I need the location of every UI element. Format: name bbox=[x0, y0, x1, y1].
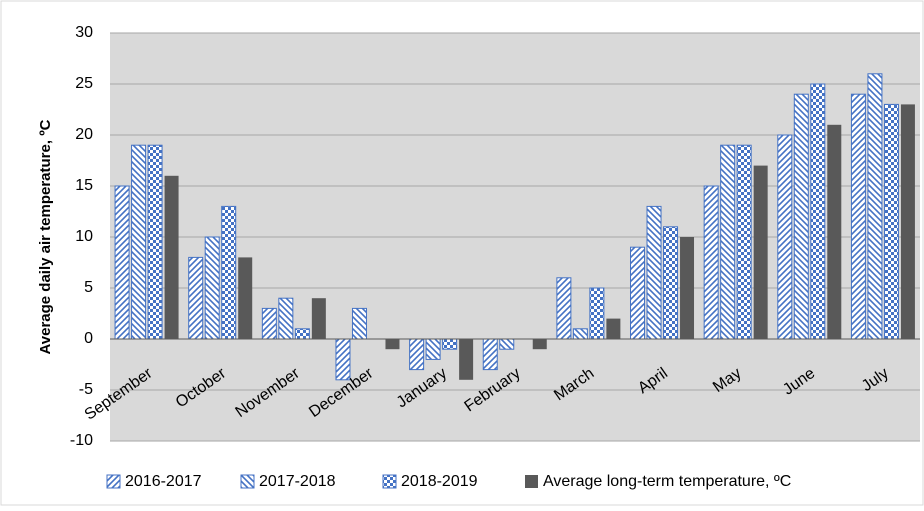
y-tick-label: -5 bbox=[79, 381, 93, 398]
bar bbox=[720, 144, 736, 340]
y-tick-label: 0 bbox=[84, 330, 93, 347]
legend-swatch bbox=[240, 474, 255, 489]
bar bbox=[499, 338, 515, 350]
bar bbox=[793, 93, 809, 340]
bar bbox=[867, 73, 883, 340]
legend-label: Average long-term temperature, ºC bbox=[543, 473, 791, 490]
y-axis-title: Average daily air temperature, ºC bbox=[37, 119, 54, 354]
bar bbox=[335, 338, 351, 381]
bar bbox=[482, 338, 498, 371]
y-tick-label: 15 bbox=[75, 177, 93, 194]
bar bbox=[703, 185, 719, 340]
bar bbox=[204, 236, 220, 340]
legend-label: 2016-2017 bbox=[125, 473, 202, 490]
bar bbox=[278, 297, 294, 340]
bar bbox=[680, 237, 695, 339]
y-tick-label: 20 bbox=[75, 126, 93, 143]
bar bbox=[900, 104, 915, 340]
bar bbox=[850, 93, 866, 340]
bar bbox=[385, 339, 400, 350]
bar bbox=[556, 277, 572, 340]
bar bbox=[459, 339, 474, 380]
bar bbox=[589, 287, 605, 340]
y-tick-label: 30 bbox=[75, 24, 93, 41]
y-tick-label: -10 bbox=[70, 432, 93, 449]
legend-label: 2018-2019 bbox=[401, 473, 478, 490]
bar bbox=[351, 307, 367, 340]
bar bbox=[425, 338, 441, 360]
bar bbox=[630, 246, 646, 340]
bar bbox=[114, 185, 130, 340]
legend-swatch bbox=[525, 475, 538, 488]
bar bbox=[646, 205, 662, 340]
bar bbox=[164, 175, 179, 339]
bar bbox=[753, 165, 768, 339]
bar bbox=[188, 256, 204, 340]
legend-swatch bbox=[106, 474, 121, 489]
bar bbox=[409, 338, 425, 371]
y-tick-label: 5 bbox=[84, 279, 93, 296]
bar bbox=[147, 144, 163, 340]
bar bbox=[442, 338, 458, 350]
bar bbox=[810, 83, 826, 340]
bar bbox=[572, 328, 588, 340]
bar bbox=[311, 298, 326, 339]
bar bbox=[736, 144, 752, 340]
y-tick-label: 25 bbox=[75, 75, 93, 92]
bar bbox=[606, 318, 621, 339]
bar bbox=[777, 134, 793, 340]
legend-label: 2017-2018 bbox=[259, 473, 336, 490]
bar bbox=[883, 103, 899, 340]
legend-swatch bbox=[382, 474, 397, 489]
bar bbox=[827, 124, 842, 339]
bar bbox=[261, 307, 277, 340]
bar bbox=[294, 328, 310, 340]
y-tick-label: 10 bbox=[75, 228, 93, 245]
bar bbox=[131, 144, 147, 340]
bar bbox=[238, 257, 253, 339]
bar bbox=[221, 205, 237, 340]
bar bbox=[663, 226, 679, 340]
bar bbox=[532, 339, 547, 350]
